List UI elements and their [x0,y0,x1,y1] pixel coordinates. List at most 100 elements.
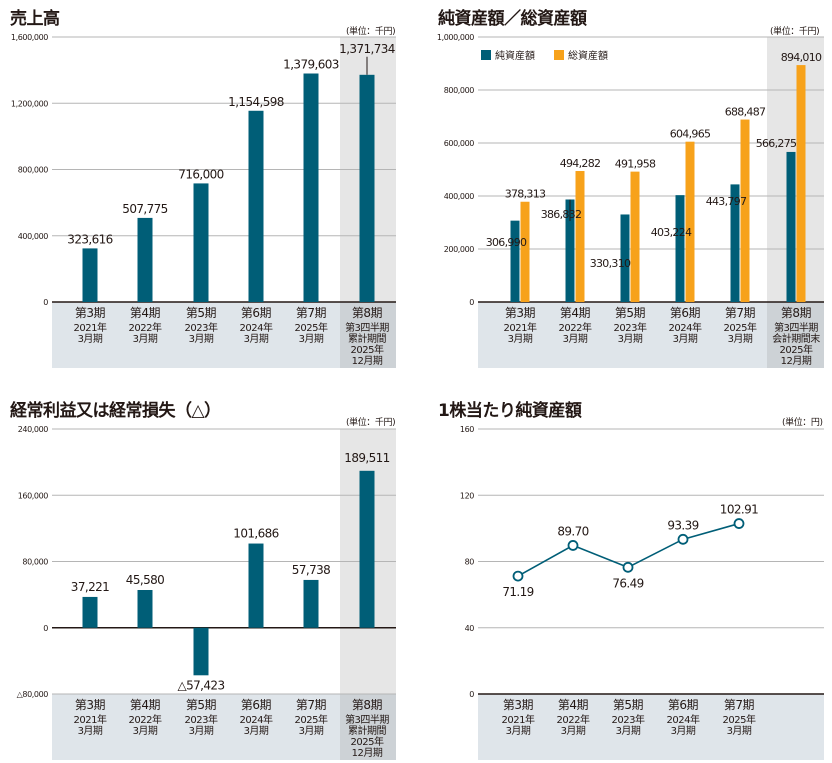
category-label: 2023年 [185,713,218,726]
bar [137,217,153,302]
sales-chart-unit: (単位：千円) [346,27,396,37]
category-label: 第6期 [670,306,701,320]
data-label: 507,775 [122,202,167,216]
category-label: 第5期 [613,698,644,712]
data-label-total-assets: 604,965 [670,128,711,141]
data-label: 101,686 [233,527,278,541]
category-label: 2025年 [295,321,328,334]
y-tick-label: 400,000 [444,192,475,201]
category-label: 2025年 [351,343,384,356]
category-label: 第3四半期 [774,321,818,334]
y-tick-label: 40 [465,624,475,633]
data-label: 1,379,603 [283,58,339,72]
y-tick-label: 120 [460,491,474,500]
bar-total-assets [630,171,640,302]
category-label: 2025年 [723,713,756,726]
category-label: 第6期 [668,698,699,712]
category-label: 2024年 [669,321,702,334]
data-label-total-assets: 688,487 [725,106,766,119]
data-label: 71.19 [502,585,533,599]
y-tick-label: 80,000 [22,558,48,567]
category-label: 第4期 [560,306,591,320]
category-label: 3月期 [616,725,641,737]
y-tick-label: 80 [465,558,475,567]
category-label: 3月期 [78,333,103,345]
category-label: 第4期 [130,698,161,712]
y-tick-label: 0 [43,624,48,633]
category-label: 第6期 [241,698,272,712]
bar-net-assets [565,199,575,302]
bar [248,110,264,302]
sales-chart-title: 売上高 [10,9,60,29]
category-label: 2023年 [614,321,647,334]
category-label: 12月期 [352,747,383,759]
category-label: 第3期 [75,306,106,320]
category-label: 累計期間 [348,724,386,737]
bar-total-assets [740,119,750,303]
category-label: 3月期 [727,725,752,737]
data-label-net-assets: 403,224 [651,226,692,239]
data-label: 37,221 [71,580,109,594]
category-label: 2022年 [559,321,592,334]
bar-total-assets [520,201,530,302]
category-label: 3月期 [78,725,103,737]
category-label: 会計期間末 [772,332,820,345]
assets-chart-unit: (単位：千円) [770,27,820,37]
legend-swatch-net-assets [481,50,491,60]
category-label: 3月期 [728,333,753,345]
y-tick-label: 800,000 [444,86,475,95]
category-band [52,302,396,368]
category-band-highlight [340,694,396,760]
data-label-total-assets: 378,313 [505,188,546,201]
category-label: 累計期間 [348,332,386,345]
bar [82,248,98,302]
category-label: 3月期 [561,725,586,737]
category-band [478,302,824,368]
legend-label-net-assets: 純資産額 [495,49,535,62]
data-label-total-assets: 894,010 [781,51,822,64]
category-label: 第8期 [352,698,383,712]
category-label: 第6期 [241,306,272,320]
category-label: 第8期 [352,306,383,320]
category-label: 第5期 [615,306,646,320]
category-label: 2021年 [504,321,537,334]
bar-net-assets [786,151,796,302]
category-label: 2025年 [780,343,813,356]
category-label: 第3期 [75,698,106,712]
data-point [512,570,524,582]
bar [359,470,375,628]
category-label: 3月期 [563,333,588,345]
category-label: 2025年 [724,321,757,334]
category-label: 3月期 [299,333,324,345]
bar [137,590,153,628]
category-label: 3月期 [244,333,269,345]
category-band-highlight [340,302,396,368]
y-tick-label: 0 [469,298,474,307]
data-label-total-assets: 491,958 [615,158,656,171]
category-label: 第7期 [725,306,756,320]
bar-net-assets [510,220,520,302]
category-label: 第3四半期 [345,321,389,334]
y-tick-label: 0 [43,298,48,307]
y-tick-label: 0 [469,690,474,699]
bar [193,183,209,302]
data-label: 102.91 [720,503,758,517]
data-label: 89.70 [557,524,588,538]
y-tick-label: 1,000,000 [437,33,474,42]
category-label: 3月期 [133,725,158,737]
category-label: 3月期 [618,333,643,345]
bar [303,73,319,302]
assets-chart-title: 純資産額／総資産額 [438,9,587,29]
bar-total-assets [685,141,695,302]
data-label-total-assets: 494,282 [560,157,601,170]
y-tick-label: 240,000 [18,425,49,434]
data-label: 323,616 [67,232,112,246]
category-label: 3月期 [244,725,269,737]
data-point [622,561,634,573]
y-tick-label: 200,000 [444,245,475,254]
category-label: 2024年 [240,321,273,334]
category-label: 第7期 [296,306,327,320]
ordinary-income-chart-title: 経常利益又は経常損失（△） [10,401,221,421]
data-label-net-assets: 306,990 [486,236,527,249]
